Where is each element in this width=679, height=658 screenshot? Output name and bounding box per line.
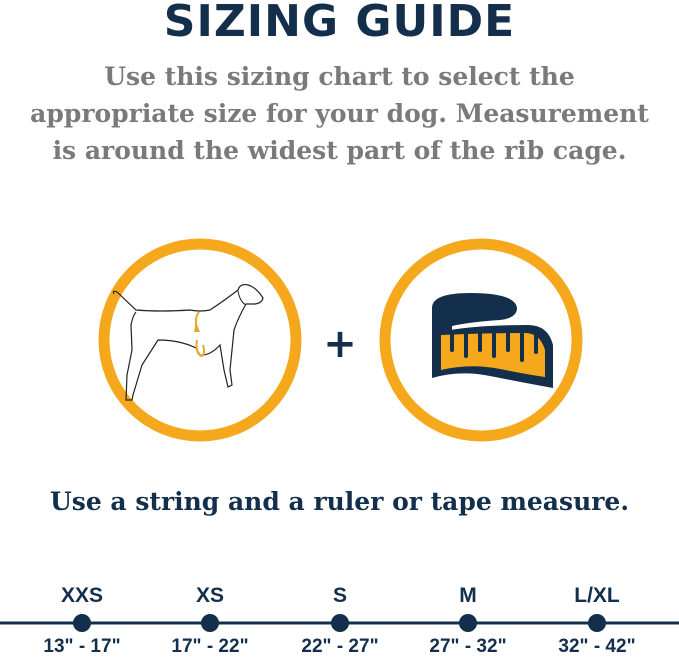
subtitle-line: is around the widest part of the rib cag… [52,136,627,165]
subtitle: Use this sizing chart to select the appr… [0,58,679,169]
size-range: 22" - 27" [301,636,379,657]
size-range: 13" - 17" [43,636,121,657]
size-label: S [332,584,347,607]
size-label: XXS [60,584,104,607]
size-marker-dot [331,614,349,632]
tape-measure-icon [379,238,583,442]
size-range: 27" - 32" [429,636,507,657]
plus-sign: + [323,321,357,367]
size-marker-dot [459,614,477,632]
size-range: 17" - 22" [171,636,249,657]
size-label: L/XL [574,584,620,607]
size-label: XS [195,584,224,607]
size-marker-dot [73,614,91,632]
instruction-text: Use a string and a ruler or tape measure… [49,487,630,516]
dog-measurement-icon [98,238,302,442]
size-range: 32" - 42" [558,636,636,657]
subtitle-line: appropriate size for your dog. Measureme… [30,99,649,128]
size-marker-dot [201,614,219,632]
subtitle-line: Use this sizing chart to select the [104,62,575,91]
size-label: M [459,584,477,607]
size-marker-dot [588,614,606,632]
page-title: SIZING GUIDE [163,0,516,47]
